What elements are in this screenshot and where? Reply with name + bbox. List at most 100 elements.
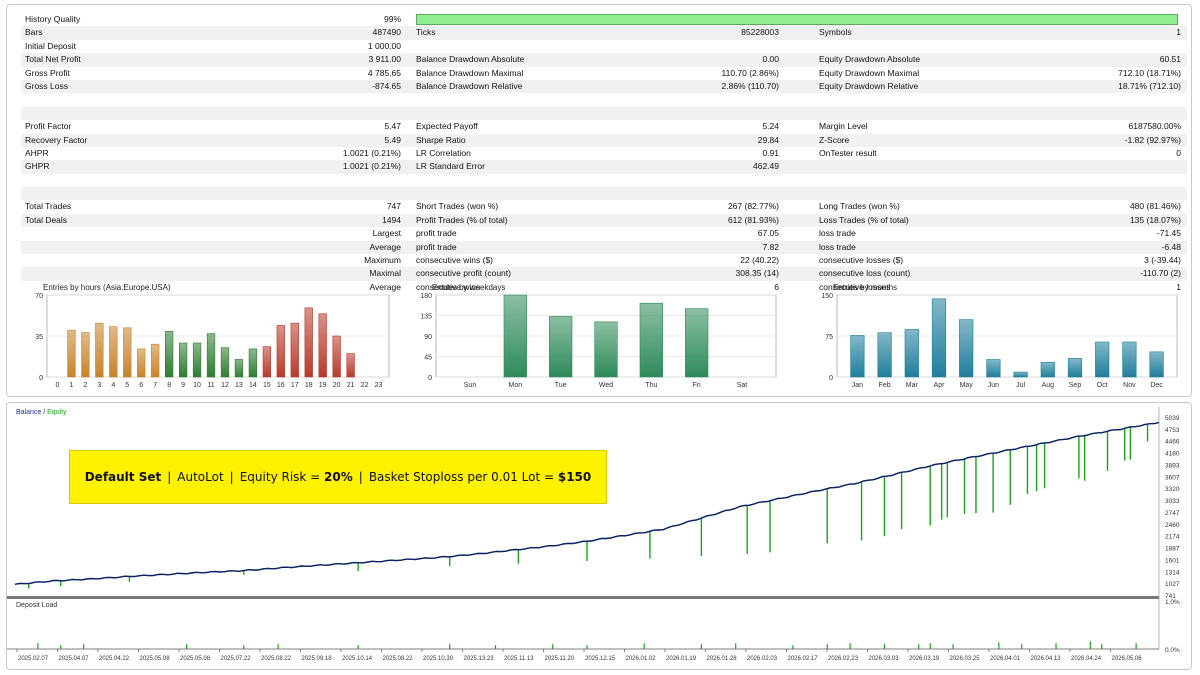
bar <box>262 346 271 378</box>
bar <box>904 329 919 378</box>
x-tick-label: Mar <box>906 382 919 389</box>
legend-balance: Balance <box>16 409 41 416</box>
legend-slash: / <box>41 409 47 416</box>
stat-label: Gross Profit <box>25 67 70 78</box>
x-tick-label: 2026.04.24 <box>1071 656 1102 662</box>
bar <box>192 342 202 378</box>
stat-row: Average consecutive wins 6 consecutive loss… <box>21 281 1187 294</box>
stat-row: Profit Factor 5.47 Expected Payoff 5.24 Marg… <box>21 120 1187 133</box>
x-tick-label: 23 <box>375 382 383 389</box>
stat-value: 5.47 <box>384 121 401 132</box>
stat-row: Total Deals 1494 Profit Trades (% of total… <box>21 213 1187 228</box>
bar <box>1040 361 1055 378</box>
history-quality-bar <box>416 14 1178 25</box>
stat-label: GHPR <box>25 161 50 172</box>
x-tick-label: 2025.12.15 <box>585 656 616 662</box>
x-tick-label: 2025.09.18 <box>302 656 333 662</box>
x-tick-label: Apr <box>934 382 946 389</box>
y-tick-label: 4180 <box>1165 451 1180 458</box>
y-tick-label: 3607 <box>1165 474 1180 481</box>
y-tick-label: 1601 <box>1165 557 1180 564</box>
stat-row: GHPR 1.0021 (0.21%) LR Standard Error 462.4… <box>21 160 1187 174</box>
y-tick-label: 1887 <box>1165 546 1180 553</box>
chart-title: Entries by hours (Asia.Europe.USA) <box>43 283 171 292</box>
mini-chart-svg: Entries by months 0 75 150 Jan Feb Mar Apr May Ju… <box>821 283 1178 389</box>
stat-value: 60.51 <box>1159 54 1181 65</box>
bar <box>549 316 573 378</box>
stat-label: OnTester result <box>819 147 877 158</box>
balance-equity-chart: Balance / Equity 5039 4753 4466 4180 3893 3607… <box>7 407 1180 662</box>
legend-equity: Equity <box>47 409 67 416</box>
banner-equity-risk-label: Equity Risk = <box>239 470 325 484</box>
bar <box>206 333 216 378</box>
stat-row: Average profit trade 7.82 loss trade -6.48 <box>21 240 1187 255</box>
stat-label: Short Trades (won %) <box>416 201 499 212</box>
x-tick-label: 2025.04.07 <box>59 656 90 662</box>
stat-label: Symbols <box>819 27 852 38</box>
x-tick-label: Jun <box>988 382 999 389</box>
stat-label: consecutive losses <box>819 281 891 292</box>
x-tick-label: 18 <box>305 382 313 389</box>
bar <box>81 332 90 378</box>
entries-by-hours-chart: Entries by hours (Asia.Europe.USA) 0 35 70 0… <box>23 279 395 391</box>
stat-value: 1.0021 (0.21%) <box>342 161 401 172</box>
x-tick-label: 22 <box>361 382 369 389</box>
x-tick-label: Aug <box>1042 382 1055 389</box>
stat-row: Bars 487490 Ticks 85228003 Symbols 1 <box>21 26 1187 40</box>
bar <box>986 359 1001 378</box>
x-tick-label: Wed <box>599 382 613 389</box>
x-tick-label: 16 <box>277 382 285 389</box>
spacer-row <box>21 174 1187 187</box>
stats-table: History Quality 99% Bars 487490 Ticks 8522800… <box>21 13 1187 294</box>
stat-row: Recovery Factor 5.49 Sharpe Ratio 29.84 Z-Sc… <box>21 133 1187 147</box>
bar <box>850 335 865 378</box>
stat-value: 612 (81.93%) <box>727 214 779 225</box>
y-tick-label: 4753 <box>1165 427 1180 434</box>
mini-chart-svg: Entries by hours (Asia.Europe.USA)035700… <box>35 283 390 389</box>
x-tick-label: Tue <box>555 382 567 389</box>
x-tick-label: Fri <box>693 382 702 389</box>
stat-label: Recovery Factor <box>25 134 88 145</box>
spacer-row <box>21 106 1187 121</box>
y-tick-label: 0 <box>428 375 432 382</box>
bar <box>123 327 132 378</box>
x-tick-label: 2025.08.22 <box>383 656 414 662</box>
x-tick-label: Sun <box>464 382 477 389</box>
bar <box>931 298 947 378</box>
x-tick-label: Dec <box>1150 382 1163 389</box>
x-tick-label: 2026.04.13 <box>1031 656 1062 662</box>
stat-value: 29.84 <box>757 134 779 145</box>
stat-value: 267 (82.77%) <box>727 201 779 212</box>
bar <box>1149 351 1164 378</box>
x-tick-label: 7 <box>153 382 157 389</box>
x-tick-label: 8 <box>167 382 171 389</box>
y-tick-label: 0 <box>829 375 833 382</box>
stat-label: Sharpe Ratio <box>416 134 466 145</box>
y-tick-label: 2747 <box>1165 510 1180 517</box>
stat-value: 0.91 <box>762 147 779 158</box>
stat-label: Balance Drawdown Maximal <box>416 67 524 78</box>
entries-by-weekdays-chart: Entries by weekdays 0 45 90 135 180 Sun Mon Tue W… <box>412 279 782 391</box>
bar <box>290 322 299 378</box>
stat-label: consecutive wins <box>416 281 481 292</box>
x-tick-label: 2026.04.01 <box>990 656 1021 662</box>
banner-default-set: Default Set <box>84 470 162 484</box>
stat-label: LR Correlation <box>416 147 471 158</box>
pane-separator <box>7 596 1159 599</box>
bar <box>165 331 174 378</box>
x-tick-label: 2026.03.03 <box>869 656 900 662</box>
x-tick-label: Oct <box>1097 382 1108 389</box>
spacer-row <box>21 187 1187 201</box>
stat-label: Equity Drawdown Absolute <box>819 54 921 65</box>
stat-value: 85228003 <box>741 27 779 38</box>
y-tick-label: 150 <box>821 293 833 300</box>
stat-value: 110.70 (2.86%) <box>721 67 780 78</box>
stat-value: 5.24 <box>762 121 779 132</box>
stat-value: 3 911.00 <box>368 54 401 65</box>
x-tick-label: 2026.02.23 <box>828 656 859 662</box>
stat-label: Ticks <box>416 27 436 38</box>
banner-stoploss-value: $150 <box>557 470 592 484</box>
x-tick-label: 2025.13.23 <box>464 656 495 662</box>
x-tick-label: 2025.10.14 <box>342 656 373 662</box>
stat-value: 487490 <box>372 27 401 38</box>
